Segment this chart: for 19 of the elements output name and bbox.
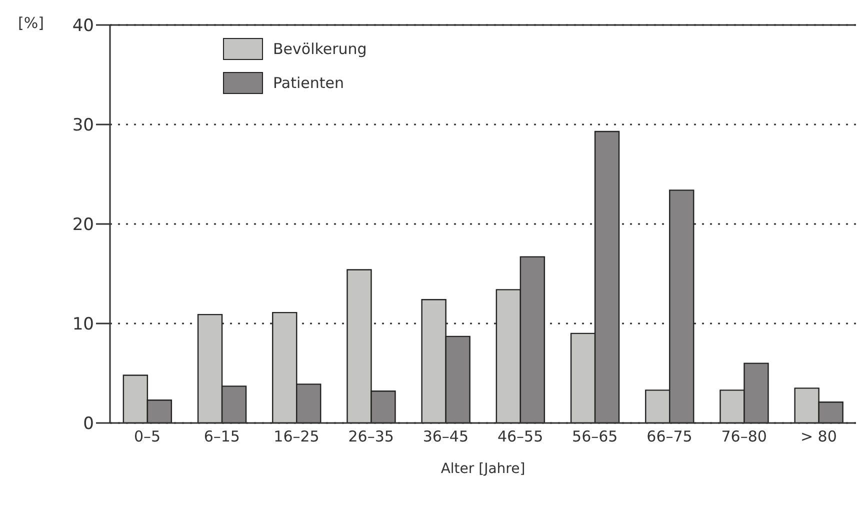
x-tick-label: 56–65 <box>572 428 618 446</box>
y-tick-label: 0 <box>83 414 94 434</box>
x-tick-label: 0–5 <box>134 428 161 446</box>
x-tick-label: 16–25 <box>274 428 320 446</box>
y-axis-title: [%] <box>18 14 44 32</box>
x-tick-label: 46–55 <box>497 428 544 446</box>
x-tick-label: 26–35 <box>348 428 394 446</box>
y-tick-label: 30 <box>72 116 94 136</box>
y-tick-label: 10 <box>72 314 94 335</box>
x-tick-label: > 80 <box>800 428 837 446</box>
y-tick-label: 40 <box>72 16 94 36</box>
x-tick-label: 66–75 <box>646 428 692 446</box>
x-tick-label: 6–15 <box>204 428 240 446</box>
x-axis-title: Alter [Jahre] <box>440 461 526 477</box>
x-tick-label: 36–45 <box>422 428 469 446</box>
y-tick-label: 20 <box>72 215 94 236</box>
legend-label: Patienten <box>273 74 344 92</box>
x-tick-label: 76–80 <box>721 428 767 446</box>
legend-label: Bevölkerung <box>273 40 367 58</box>
